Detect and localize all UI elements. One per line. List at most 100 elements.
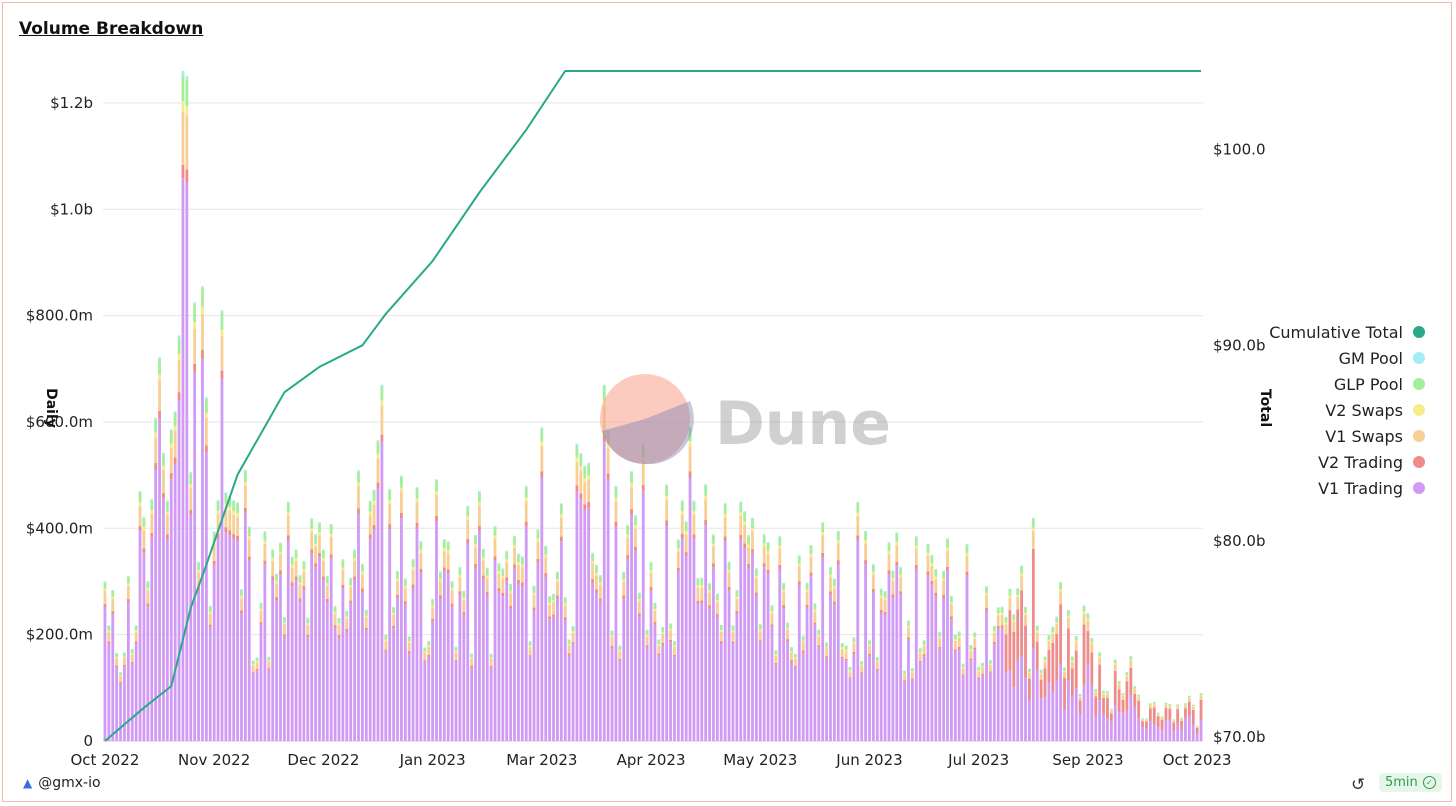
bar-segment bbox=[751, 553, 754, 741]
chart-title[interactable]: Volume Breakdown bbox=[19, 19, 204, 39]
bar-segment bbox=[177, 353, 181, 360]
legend-item[interactable]: GLP Pool bbox=[1269, 371, 1425, 397]
bar-segment bbox=[329, 533, 333, 537]
bar-segment bbox=[969, 658, 973, 661]
y2-tick-label: $70.0b bbox=[1213, 728, 1265, 746]
bar-segment bbox=[684, 521, 688, 523]
bar-segment bbox=[598, 601, 602, 741]
bar-segment bbox=[1078, 696, 1082, 697]
bar-segment bbox=[177, 400, 181, 741]
bar-segment bbox=[809, 576, 813, 741]
bar-segment bbox=[887, 542, 891, 544]
bar-segment bbox=[220, 329, 224, 337]
bar-segment bbox=[181, 101, 185, 112]
bar-segment bbox=[1168, 706, 1172, 710]
bar-segment bbox=[489, 657, 493, 659]
bar-segment bbox=[1016, 588, 1020, 595]
bar-segment bbox=[458, 567, 462, 575]
bar-segment bbox=[591, 552, 594, 554]
bar-segment bbox=[899, 574, 903, 578]
bar-segment bbox=[985, 586, 988, 587]
bar-segment bbox=[754, 592, 758, 596]
bar-segment bbox=[618, 645, 622, 650]
bar-segment bbox=[985, 595, 988, 608]
bar-segment bbox=[439, 595, 442, 599]
bar-segment bbox=[665, 499, 669, 521]
bar-segment bbox=[696, 578, 700, 586]
bar-segment bbox=[111, 590, 115, 597]
bar-segment bbox=[692, 511, 696, 516]
legend-swatch-icon bbox=[1413, 482, 1425, 494]
bar-segment bbox=[345, 611, 349, 617]
bar-segment bbox=[992, 632, 996, 643]
legend-item[interactable]: V1 Swaps bbox=[1269, 423, 1425, 449]
x-tick-label: May 2023 bbox=[723, 751, 797, 769]
legend-item[interactable]: V2 Swaps bbox=[1269, 397, 1425, 423]
bar-segment bbox=[294, 550, 298, 559]
bar-segment bbox=[353, 558, 356, 561]
owner-link[interactable]: ▲ @gmx-io bbox=[23, 775, 101, 791]
bar-segment bbox=[712, 543, 715, 547]
bar-segment bbox=[669, 623, 672, 624]
legend-item[interactable]: V1 Trading bbox=[1269, 475, 1425, 501]
bar-segment bbox=[255, 662, 259, 670]
bar-segment bbox=[360, 588, 364, 593]
bar-segment bbox=[832, 601, 836, 605]
bar-segment bbox=[520, 567, 524, 583]
bar-segment bbox=[376, 453, 380, 459]
bar-segment bbox=[318, 535, 321, 553]
bar-segment bbox=[606, 473, 610, 480]
bar-segment bbox=[1117, 681, 1121, 684]
bar-segment bbox=[497, 564, 501, 572]
bar-segment bbox=[419, 572, 423, 741]
bar-segment bbox=[942, 578, 946, 582]
bar-segment bbox=[314, 535, 317, 544]
bar-segment bbox=[860, 661, 864, 665]
bar-segment bbox=[103, 603, 107, 607]
bar-segment bbox=[641, 490, 645, 741]
bar-segment bbox=[169, 479, 173, 741]
bar-segment bbox=[583, 504, 587, 510]
bar-segment bbox=[1113, 663, 1117, 665]
bar-segment bbox=[376, 440, 380, 442]
bar-segment bbox=[723, 517, 727, 537]
bar-segment bbox=[1090, 644, 1094, 653]
bar-segment bbox=[1074, 642, 1078, 651]
bar-segment bbox=[938, 649, 942, 741]
bar-segment bbox=[571, 626, 575, 632]
bar-segment bbox=[1094, 692, 1098, 697]
bar-segment bbox=[606, 448, 610, 474]
bar-segment bbox=[193, 302, 197, 305]
bar-segment bbox=[676, 567, 680, 572]
bar-segment bbox=[996, 613, 1000, 616]
bar-segment bbox=[130, 653, 134, 655]
bar-segment bbox=[435, 521, 438, 741]
bar-segment bbox=[575, 485, 579, 492]
bar-segment bbox=[731, 630, 735, 633]
bar-segment bbox=[298, 574, 302, 576]
bar-segment bbox=[1047, 634, 1051, 636]
refresh-icon[interactable]: ↺ bbox=[1351, 775, 1366, 795]
bar-segment bbox=[318, 523, 321, 533]
bar-segment bbox=[1063, 671, 1066, 678]
bar-segment bbox=[630, 487, 633, 509]
bar-segment bbox=[860, 673, 864, 741]
bar-segment bbox=[770, 624, 774, 627]
bar-segment bbox=[797, 585, 801, 741]
bar-segment bbox=[754, 578, 758, 593]
legend-item[interactable]: Cumulative Total bbox=[1269, 319, 1425, 345]
bar-segment bbox=[439, 579, 442, 582]
bar-segment bbox=[731, 625, 735, 626]
bar-segment bbox=[704, 484, 708, 486]
legend-item[interactable]: GM Pool bbox=[1269, 345, 1425, 371]
bar-segment bbox=[895, 533, 899, 542]
bar-segment bbox=[158, 380, 161, 411]
bar-segment bbox=[700, 578, 704, 585]
bar-segment bbox=[1152, 704, 1156, 708]
bar-segment bbox=[372, 529, 376, 741]
bar-segment bbox=[567, 653, 571, 656]
bar-segment bbox=[392, 614, 396, 626]
x-tick-label: Sep 2023 bbox=[1052, 751, 1123, 769]
legend-item[interactable]: V2 Trading bbox=[1269, 449, 1425, 475]
freshness-badge[interactable]: 5min ✓ bbox=[1379, 773, 1442, 792]
